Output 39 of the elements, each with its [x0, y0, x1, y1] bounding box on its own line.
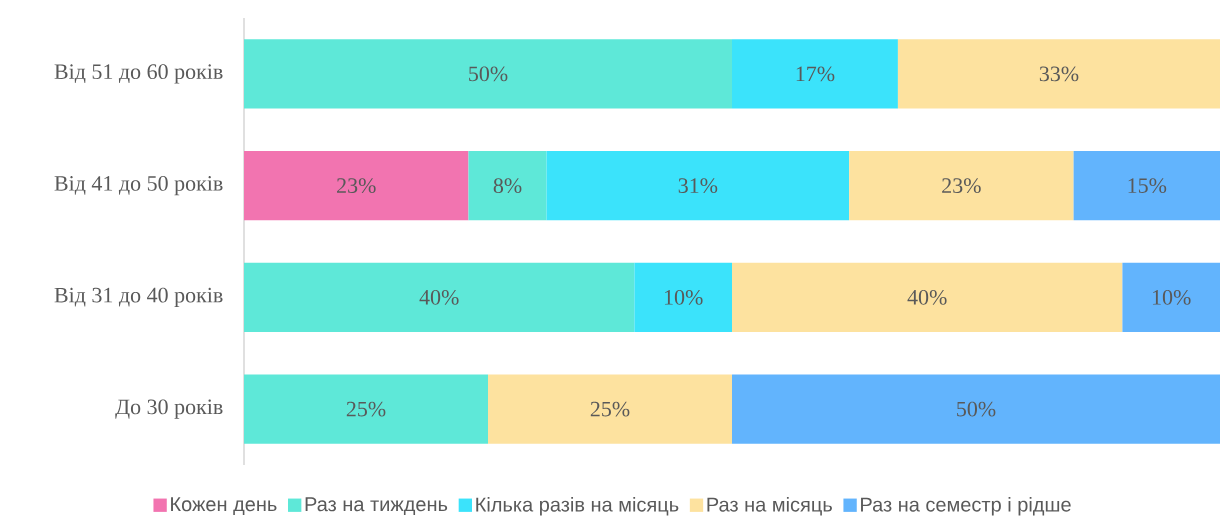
y-tick-label: Від 31 до 40 років — [54, 287, 223, 308]
data-label: 50% — [957, 401, 996, 417]
bar — [244, 39, 733, 109]
data-label: 25% — [346, 401, 386, 417]
data-label: 10% — [664, 290, 703, 305]
data-label: 8% — [493, 178, 522, 194]
bar — [488, 374, 733, 444]
bar — [244, 151, 469, 221]
data-label: 17% — [796, 66, 835, 82]
legend-label: Кілька разів на місяць — [476, 497, 679, 516]
data-label: 25% — [590, 401, 630, 417]
bar — [897, 39, 1220, 109]
bar — [1122, 262, 1220, 333]
data-label: 33% — [1039, 66, 1079, 82]
legend-label: Раз на тиждень — [305, 497, 448, 516]
y-tick-label: Від 51 до 60 років — [54, 64, 223, 84]
bar — [1073, 151, 1220, 221]
y-tick-label: Від 41 до 50 років — [54, 176, 223, 196]
legend-label: Кожен день — [171, 497, 277, 516]
bar — [244, 262, 635, 333]
legend-label: Раз на місяць — [707, 497, 832, 516]
y-tick-label: До 30 років — [115, 399, 223, 419]
bar — [732, 262, 1123, 333]
data-label: 10% — [1152, 290, 1191, 305]
bar — [634, 262, 733, 333]
bar — [732, 39, 898, 109]
data-label: 40% — [907, 290, 947, 305]
data-label: 15% — [1128, 178, 1167, 194]
data-label: 50% — [469, 66, 508, 82]
legend-label: Раз на семестр і рідше — [861, 497, 1071, 516]
bar — [732, 374, 1220, 444]
bar — [468, 151, 547, 221]
data-label: 40% — [419, 290, 459, 305]
bar — [546, 151, 850, 221]
data-label: 23% — [942, 178, 981, 194]
bar — [849, 151, 1074, 221]
data-label: 23% — [337, 178, 376, 194]
data-label: 31% — [678, 178, 718, 194]
bar — [244, 374, 489, 444]
